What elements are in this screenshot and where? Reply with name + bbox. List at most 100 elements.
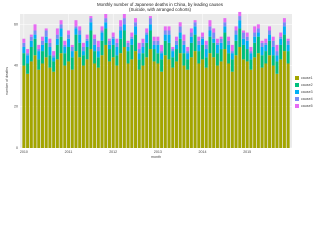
bar-segment xyxy=(141,46,145,54)
bar-segment xyxy=(182,53,186,66)
bar-segment xyxy=(279,32,283,37)
bar-segment xyxy=(163,30,167,35)
bar-segment xyxy=(189,57,193,148)
bar-segment xyxy=(119,26,123,31)
bar-segment xyxy=(100,55,104,148)
bar-segment xyxy=(208,30,212,37)
bar-segment xyxy=(22,53,26,66)
legend-label: cause1 xyxy=(301,76,313,80)
bar-segment xyxy=(230,59,234,72)
bar-segment xyxy=(227,40,231,45)
bar-segment xyxy=(212,28,216,33)
bar-segment xyxy=(227,44,231,54)
bar-segment xyxy=(197,40,201,45)
bar-segment xyxy=(215,38,219,43)
bar-segment xyxy=(115,55,119,66)
bar-segment xyxy=(63,53,67,66)
bar-segment xyxy=(22,46,26,54)
bar-segment xyxy=(107,61,111,148)
bar-segment xyxy=(160,44,164,52)
bar-segment xyxy=(193,20,197,23)
bar-segment xyxy=(171,51,175,58)
bar-segment xyxy=(167,34,171,43)
legend-swatch xyxy=(295,90,299,94)
bar-segment xyxy=(89,49,93,148)
bar-segment xyxy=(212,38,216,43)
bar-segment xyxy=(245,32,249,37)
bar-segment xyxy=(256,32,260,37)
bar-segment xyxy=(201,32,205,37)
bar-segment xyxy=(275,73,279,148)
bar-segment xyxy=(204,49,208,58)
legend-label: cause3 xyxy=(301,90,313,94)
bar-segment xyxy=(197,63,201,148)
bar-segment xyxy=(74,51,78,148)
bar-segment xyxy=(264,44,268,52)
bar-segment xyxy=(167,30,171,35)
bar-segment xyxy=(238,11,242,17)
bar-segment xyxy=(145,28,149,33)
bar-segment xyxy=(219,49,223,62)
bar-segment xyxy=(223,18,227,23)
bar-segment xyxy=(245,49,249,62)
bar-segment xyxy=(163,55,167,148)
bar-segment xyxy=(126,42,130,47)
bar-segment xyxy=(174,40,178,45)
bar-segment xyxy=(253,32,257,37)
bar-segment xyxy=(182,44,186,54)
bar-segment xyxy=(134,22,138,27)
bar-segment xyxy=(81,46,85,52)
bar-segment xyxy=(63,46,67,54)
bar-segment xyxy=(89,18,93,23)
bar-segment xyxy=(85,46,89,60)
bar-segment xyxy=(208,20,212,27)
bar-segment xyxy=(271,36,275,41)
bar-segment xyxy=(160,59,164,72)
bar-segment xyxy=(122,46,126,148)
legend-label: cause2 xyxy=(301,83,313,87)
bar-segment xyxy=(241,30,245,33)
bar-segment xyxy=(152,44,156,50)
bar-segment xyxy=(282,26,286,35)
bar-segment xyxy=(268,40,272,56)
bar-segment xyxy=(260,55,264,68)
bar-segment xyxy=(22,42,26,47)
bar-segment xyxy=(85,38,89,41)
bar-segment xyxy=(55,34,59,39)
bar-segment xyxy=(122,30,126,47)
bar-segment xyxy=(245,36,249,41)
bar-segment xyxy=(48,67,52,148)
bar-segment xyxy=(59,53,63,148)
y-axis-title: number of deaths xyxy=(5,67,9,95)
bar-segment xyxy=(238,28,242,47)
x-tick-label: 2011 xyxy=(65,150,73,154)
bar-segment xyxy=(119,53,123,148)
bar-segment xyxy=(33,30,37,35)
bar-segment xyxy=(249,59,253,70)
bar-segment xyxy=(126,40,130,43)
bar-segment xyxy=(178,38,182,54)
x-axis-title: month xyxy=(151,155,161,159)
bar-segment xyxy=(67,34,71,39)
bar-segment xyxy=(122,14,126,19)
bar-segment xyxy=(256,24,260,29)
bar-segment xyxy=(279,44,283,60)
bar-segment xyxy=(148,16,152,19)
bar-segment xyxy=(130,38,134,45)
bar-segment xyxy=(85,34,89,39)
bar-segment xyxy=(40,44,44,52)
bar-segment xyxy=(249,53,253,60)
bar-segment xyxy=(219,38,223,43)
bar-segment xyxy=(59,36,63,54)
legend-swatch xyxy=(295,104,299,108)
bar-segment xyxy=(275,61,279,74)
bar-segment xyxy=(134,51,138,148)
bar-segment xyxy=(163,26,167,31)
bar-segment xyxy=(70,69,74,148)
bar-segment xyxy=(40,63,44,148)
bar-segment xyxy=(55,59,59,148)
bar-segment xyxy=(156,53,160,64)
bar-segment xyxy=(33,34,37,39)
bar-segment xyxy=(279,38,283,45)
bar-segment xyxy=(186,69,190,148)
